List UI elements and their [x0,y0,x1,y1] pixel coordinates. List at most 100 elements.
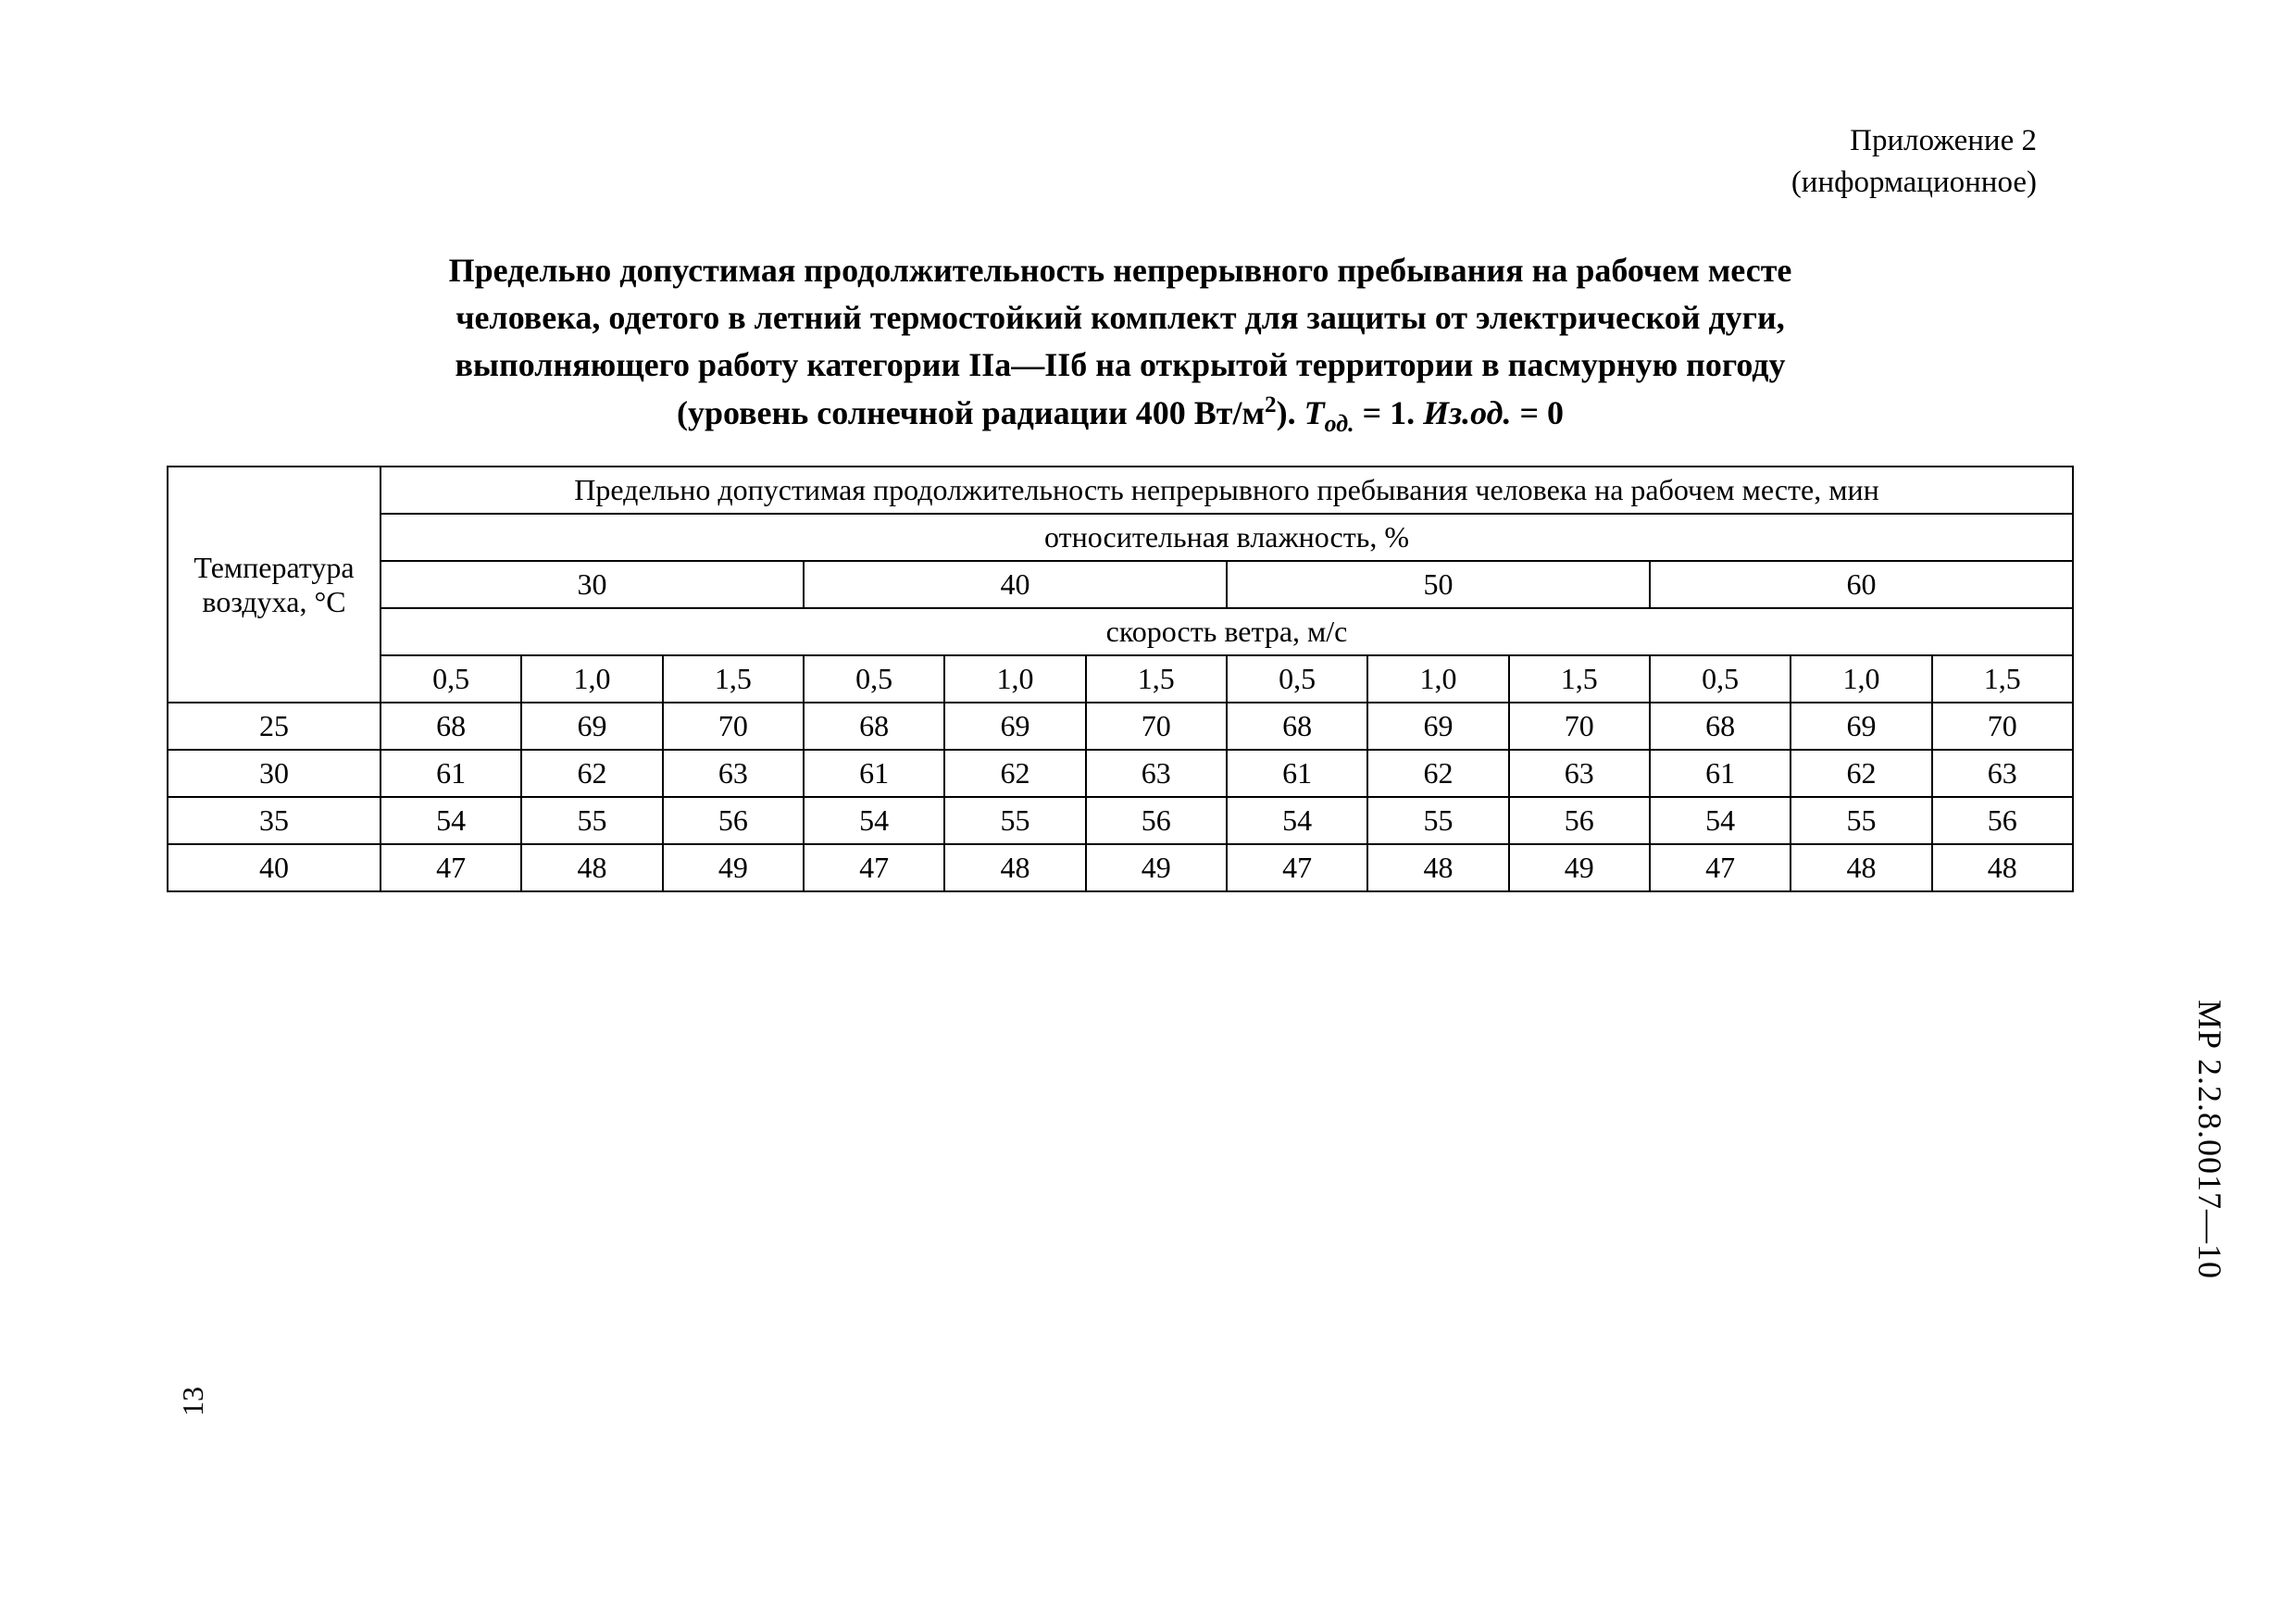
title-l4-prefix: (уровень солнечной радиации 400 Вт/м [677,394,1265,431]
wind-col: 1,0 [1791,655,1931,703]
document-page: Приложение 2 (информационное) Предельно … [167,120,2074,892]
value-cell: 63 [1509,750,1650,797]
appendix-line-2: (информационное) [167,162,2037,204]
title-iz: Из.од. [1423,394,1511,431]
value-cell: 69 [521,703,662,750]
temp-cell: 25 [168,703,381,750]
wind-col: 0,5 [1650,655,1791,703]
wind-col: 0,5 [804,655,944,703]
table-row: Температура воздуха, °С Предельно допуст… [168,467,2073,514]
rowhead-cell: Температура воздуха, °С [168,467,381,703]
humidity-group: 30 [381,561,804,608]
title-eq1: = 1. [1354,394,1424,431]
temp-cell: 40 [168,844,381,891]
value-cell: 69 [1791,703,1931,750]
value-cell: 48 [521,844,662,891]
value-cell: 56 [1932,797,2073,844]
value-cell: 56 [663,797,804,844]
title-line-2: человека, одетого в летний термостойкий … [176,294,2065,342]
rowhead-l2: воздуха, °С [202,585,345,618]
title-line-1: Предельно допустимая продолжительность н… [176,247,2065,294]
humidity-group: 40 [804,561,1227,608]
value-cell: 55 [1791,797,1931,844]
value-cell: 49 [1509,844,1650,891]
value-cell: 55 [1367,797,1508,844]
value-cell: 69 [944,703,1085,750]
value-cell: 69 [1367,703,1508,750]
value-cell: 70 [1086,703,1227,750]
table-row: 25686970686970686970686970 [168,703,2073,750]
value-cell: 61 [804,750,944,797]
value-cell: 63 [663,750,804,797]
value-cell: 49 [663,844,804,891]
value-cell: 61 [1227,750,1367,797]
title-t-sub: од. [1325,411,1354,438]
value-cell: 54 [381,797,521,844]
table-row: 35545556545556545556545556 [168,797,2073,844]
appendix-header: Приложение 2 (информационное) [167,120,2074,203]
wind-col: 1,0 [521,655,662,703]
wind-col: 1,5 [1086,655,1227,703]
value-cell: 62 [1791,750,1931,797]
wind-col: 1,0 [944,655,1085,703]
title-l4-after: ). [1277,394,1304,431]
value-cell: 63 [1086,750,1227,797]
wind-col: 1,0 [1367,655,1508,703]
appendix-line-1: Приложение 2 [167,120,2037,162]
value-cell: 70 [1509,703,1650,750]
value-cell: 62 [944,750,1085,797]
value-cell: 63 [1932,750,2073,797]
value-cell: 48 [1932,844,2073,891]
value-cell: 47 [1650,844,1791,891]
temp-cell: 30 [168,750,381,797]
side-document-code: МР 2.2.8.0017—10 [2190,1000,2229,1279]
value-cell: 62 [1367,750,1508,797]
wind-col: 0,5 [1227,655,1367,703]
value-cell: 47 [804,844,944,891]
value-cell: 48 [1367,844,1508,891]
value-cell: 47 [381,844,521,891]
humidity-group: 50 [1227,561,1650,608]
table-row-humidity-groups: 30405060 [168,561,2073,608]
title-line-4: (уровень солнечной радиации 400 Вт/м2). … [176,389,2065,442]
table-row: 30616263616263616263616263 [168,750,2073,797]
data-table: Температура воздуха, °С Предельно допуст… [167,466,2074,892]
value-cell: 61 [1650,750,1791,797]
table-row: скорость ветра, м/с [168,608,2073,655]
value-cell: 68 [804,703,944,750]
humidity-label: относительная влажность, % [381,514,2073,561]
value-cell: 48 [944,844,1085,891]
title-eq2: = 0 [1512,394,1565,431]
temp-cell: 35 [168,797,381,844]
value-cell: 48 [1791,844,1931,891]
value-cell: 70 [663,703,804,750]
value-cell: 55 [944,797,1085,844]
value-cell: 47 [1227,844,1367,891]
value-cell: 62 [521,750,662,797]
table-head: Температура воздуха, °С Предельно допуст… [168,467,2073,703]
page-number: 13 [176,1387,210,1416]
table-row: 40474849474849474849474848 [168,844,2073,891]
value-cell: 56 [1086,797,1227,844]
title-l4-sup: 2 [1265,392,1277,417]
wind-col: 0,5 [381,655,521,703]
table-row-wind-cols: 0,51,01,50,51,01,50,51,01,50,51,01,5 [168,655,2073,703]
wind-col: 1,5 [663,655,804,703]
value-cell: 49 [1086,844,1227,891]
value-cell: 70 [1932,703,2073,750]
value-cell: 55 [521,797,662,844]
table-row: относительная влажность, % [168,514,2073,561]
top-header: Предельно допустимая продолжительность н… [381,467,2073,514]
value-cell: 54 [1650,797,1791,844]
value-cell: 54 [804,797,944,844]
rowhead-l1: Температура [193,551,354,584]
title-line-3: выполняющего работу категории IIа—IIб на… [176,342,2065,389]
humidity-group: 60 [1650,561,2073,608]
value-cell: 68 [1650,703,1791,750]
document-title: Предельно допустимая продолжительность н… [167,247,2074,442]
value-cell: 54 [1227,797,1367,844]
value-cell: 56 [1509,797,1650,844]
title-t-sym: T [1304,394,1325,431]
wind-col: 1,5 [1509,655,1650,703]
table-body: 2568697068697068697068697030616263616263… [168,703,2073,891]
